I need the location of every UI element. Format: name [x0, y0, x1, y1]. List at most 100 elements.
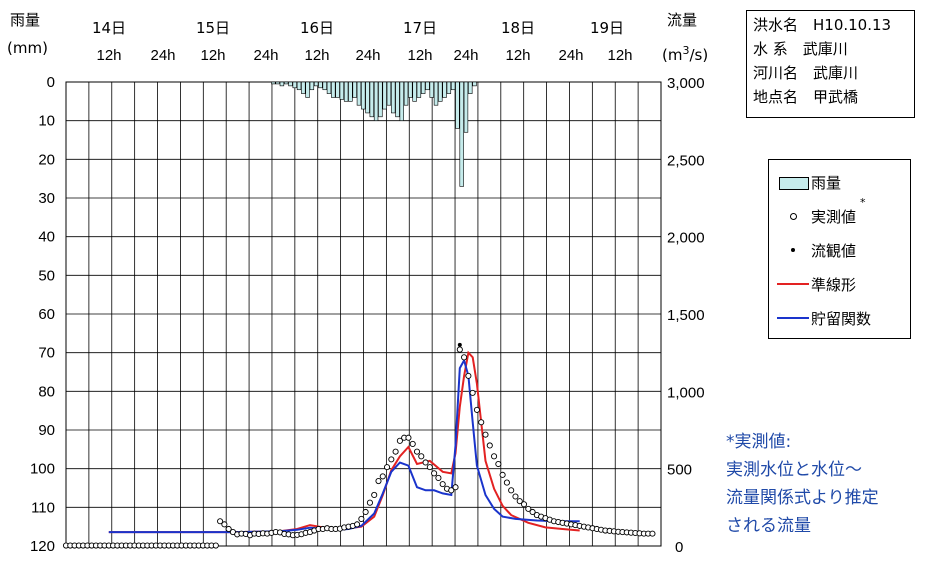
measured-point [422, 459, 429, 466]
legend-label-quasi-linear: 準線形 [811, 275, 857, 294]
rain-bar [318, 81, 323, 89]
measured-point [499, 471, 506, 478]
rain-bar [339, 81, 345, 100]
legend-item-observed: 流観値 [775, 238, 856, 262]
right-tick-label: 1,500 [667, 307, 705, 324]
site-name: 地点名 甲武橋 [753, 88, 859, 106]
rain-bar [399, 81, 404, 121]
rain-bar [271, 81, 276, 85]
measured-point [452, 484, 459, 491]
left-tick-label: 100 [30, 461, 55, 478]
river-name: 河川名 武庫川 [753, 64, 859, 82]
rain-bar [468, 81, 473, 94]
rain-bar [313, 81, 319, 87]
rain-bar [301, 81, 306, 94]
rain-bar [356, 81, 362, 106]
hour-label: 12h [607, 47, 632, 64]
left-tick-label: 90 [38, 422, 55, 439]
measured-point [354, 521, 361, 528]
right-tick-label: 1,000 [667, 384, 705, 401]
rain-bar [305, 81, 310, 98]
left-tick-label: 110 [31, 499, 55, 516]
rain-swatch [779, 177, 809, 190]
rain-bar [279, 81, 285, 87]
rain-bar [296, 81, 302, 91]
rain-bar [459, 81, 464, 187]
date-label: 19日 [590, 19, 624, 37]
measured-marker [790, 213, 797, 220]
measured-point [491, 453, 498, 460]
measured-point [456, 346, 463, 353]
rain-bar [433, 81, 439, 106]
measured-point [366, 499, 373, 506]
measured-point [413, 448, 421, 455]
rain-bar [386, 81, 392, 106]
hour-label: 24h [453, 47, 478, 64]
measured-point [225, 525, 232, 533]
measured-point [396, 437, 403, 444]
date-label: 18日 [501, 19, 535, 37]
rain-bar [425, 81, 430, 91]
rain-bar [442, 81, 447, 98]
rain-bar [395, 81, 400, 118]
measured-point [649, 530, 656, 537]
left-tick-label: 0 [47, 74, 55, 91]
right-tick-label: 500 [667, 462, 692, 479]
left-axis-ticks: 0 10 20 30 40 50 60 70 80 90 100 110 120 [30, 74, 55, 555]
measured-point [529, 508, 536, 516]
quasi-linear-line [108, 350, 580, 534]
note-line-2: 実測水位と水位～ [726, 460, 862, 480]
storage-function-line [108, 357, 580, 534]
hour-label: 24h [355, 47, 380, 64]
rain-bar [335, 81, 340, 98]
legend-label-storage: 貯留関数 [811, 309, 872, 328]
legend-measured-asterisk: * [860, 195, 866, 209]
hour-label: 12h [200, 47, 225, 64]
rain-bar [326, 81, 332, 94]
measured-point [448, 487, 455, 494]
date-label: 15日 [196, 19, 230, 37]
legend-item-rain: 雨量 [775, 170, 841, 194]
measured-point [478, 419, 485, 426]
measured-point [495, 460, 502, 468]
measured-point [435, 474, 442, 481]
measured-point [362, 508, 369, 516]
measured-point [525, 505, 532, 512]
rain-bar [429, 81, 434, 98]
measured-point [503, 479, 510, 486]
left-tick-label: 70 [38, 345, 55, 362]
measured-point [418, 453, 425, 460]
hour-label: 12h [304, 47, 329, 64]
rain-bar [369, 81, 375, 118]
measured-point [371, 491, 378, 499]
date-label: 17日 [403, 19, 437, 37]
left-tick-label: 30 [38, 190, 55, 207]
rain-bar [322, 81, 327, 91]
measured-point [439, 481, 446, 488]
hour-label: 12h [96, 47, 121, 64]
measured-point [431, 470, 438, 477]
left-tick-label: 120 [30, 538, 55, 555]
time-axis-labels: 12h 24h 12h 24h 12h 24h 12h 24h 12h 24h 12h 14日 15日 1… [92, 19, 633, 64]
measured-point [409, 440, 416, 447]
left-tick-label: 40 [38, 229, 55, 246]
rain-bar [343, 81, 349, 102]
rain-bar [348, 81, 353, 102]
left-axis-unit: (mm) [7, 39, 48, 57]
left-tick-label: 10 [38, 113, 55, 130]
left-tick-label: 20 [38, 151, 55, 168]
measured-point [375, 477, 382, 485]
date-label: 14日 [92, 19, 126, 37]
measured-point [516, 498, 523, 505]
measured-point [520, 501, 528, 508]
measured-point [465, 372, 472, 379]
rain-bar [275, 81, 280, 85]
observed-point [457, 342, 462, 347]
right-tick-label: 3,000 [667, 75, 705, 92]
rain-bar [378, 81, 383, 118]
legend-label-observed: 流観値 [811, 241, 857, 260]
measured-point [426, 464, 433, 471]
measured-point [383, 464, 391, 471]
river-system: 水 系 武庫川 [753, 40, 848, 58]
